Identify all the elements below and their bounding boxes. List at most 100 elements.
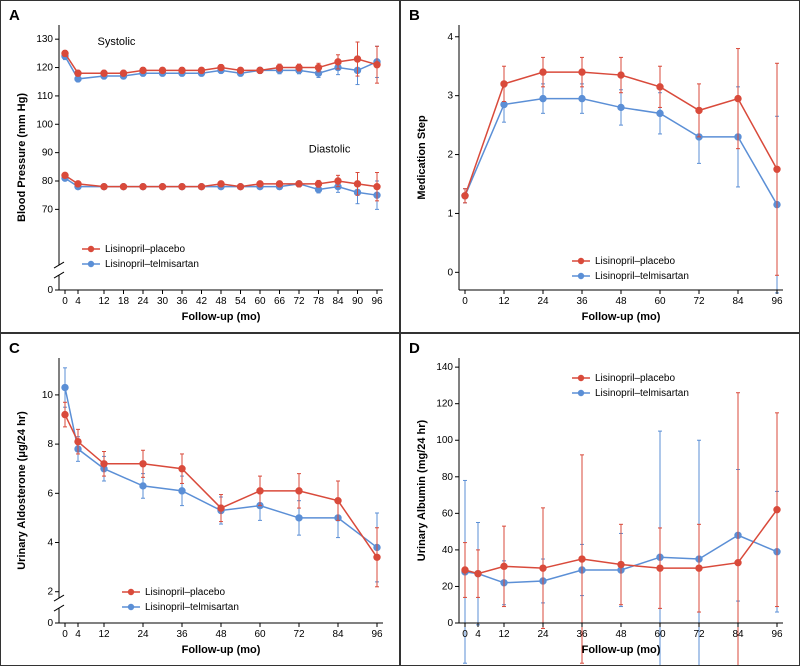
panel-C-chart: 0412243648607284960246810Follow-up (mo)U… (1, 334, 399, 665)
svg-text:60: 60 (654, 629, 666, 640)
svg-text:8: 8 (47, 439, 53, 450)
svg-text:90: 90 (352, 296, 364, 307)
panel-D-letter: D (409, 340, 420, 357)
panel-B-chart: 0122436486072849601234Follow-up (mo)Medi… (401, 1, 799, 332)
svg-text:Urinary Albumin (mg/24 hr): Urinary Albumin (mg/24 hr) (416, 419, 428, 561)
svg-text:72: 72 (293, 629, 305, 640)
svg-text:100: 100 (436, 435, 453, 446)
svg-text:0: 0 (462, 296, 468, 307)
svg-text:18: 18 (118, 296, 130, 307)
svg-text:4: 4 (47, 538, 53, 549)
svg-text:4: 4 (75, 296, 81, 307)
svg-text:0: 0 (447, 267, 453, 278)
panel-A: A 04121824303642485460667278849096070809… (0, 0, 400, 333)
svg-text:60: 60 (254, 629, 266, 640)
panel-B: B 0122436486072849601234Follow-up (mo)Me… (400, 0, 800, 333)
svg-text:0: 0 (47, 618, 53, 629)
svg-text:84: 84 (332, 629, 344, 640)
svg-text:Lisinopril–placebo: Lisinopril–placebo (595, 373, 675, 384)
panel-C-letter: C (9, 340, 20, 357)
svg-text:48: 48 (615, 296, 627, 307)
svg-text:96: 96 (771, 629, 783, 640)
svg-text:48: 48 (615, 629, 627, 640)
svg-text:36: 36 (176, 296, 188, 307)
svg-text:96: 96 (371, 629, 383, 640)
svg-text:2: 2 (47, 587, 53, 598)
svg-text:78: 78 (313, 296, 325, 307)
svg-text:84: 84 (732, 629, 744, 640)
svg-text:12: 12 (498, 629, 510, 640)
svg-text:12: 12 (498, 296, 510, 307)
svg-text:24: 24 (137, 296, 149, 307)
svg-text:4: 4 (475, 629, 481, 640)
svg-text:30: 30 (157, 296, 169, 307)
panel-D: D 041224364860728496020406080100120140Fo… (400, 333, 800, 666)
svg-text:70: 70 (42, 204, 54, 215)
svg-text:110: 110 (37, 91, 53, 102)
svg-text:Lisinopril–placebo: Lisinopril–placebo (145, 587, 225, 598)
svg-text:36: 36 (576, 629, 588, 640)
svg-text:48: 48 (215, 296, 227, 307)
panel-D-chart: 041224364860728496020406080100120140Foll… (401, 334, 799, 665)
svg-text:48: 48 (215, 629, 227, 640)
svg-text:84: 84 (332, 296, 344, 307)
svg-text:Lisinopril–telmisartan: Lisinopril–telmisartan (105, 259, 199, 270)
svg-text:80: 80 (442, 472, 454, 483)
panel-B-letter: B (409, 7, 420, 24)
svg-text:66: 66 (274, 296, 286, 307)
svg-text:60: 60 (442, 508, 454, 519)
svg-text:4: 4 (75, 629, 81, 640)
svg-text:54: 54 (235, 296, 247, 307)
svg-text:24: 24 (537, 296, 549, 307)
svg-text:Lisinopril–telmisartan: Lisinopril–telmisartan (595, 388, 689, 399)
svg-text:42: 42 (196, 296, 208, 307)
svg-text:60: 60 (254, 296, 266, 307)
panel-C: C 0412243648607284960246810Follow-up (mo… (0, 333, 400, 666)
svg-text:24: 24 (137, 629, 149, 640)
svg-text:Systolic: Systolic (98, 36, 136, 48)
svg-text:96: 96 (771, 296, 783, 307)
svg-text:140: 140 (436, 362, 453, 373)
svg-text:0: 0 (447, 618, 453, 629)
svg-text:72: 72 (693, 629, 705, 640)
svg-text:80: 80 (42, 176, 54, 187)
panel-A-letter: A (9, 7, 20, 24)
svg-text:Medication Step: Medication Step (416, 115, 428, 200)
svg-text:Follow-up (mo): Follow-up (mo) (182, 644, 261, 656)
svg-text:3: 3 (447, 91, 453, 102)
svg-text:24: 24 (537, 629, 549, 640)
svg-text:Blood Pressure (mm Hg): Blood Pressure (mm Hg) (16, 93, 28, 222)
svg-text:Diastolic: Diastolic (309, 144, 351, 156)
svg-text:20: 20 (442, 581, 454, 592)
svg-text:12: 12 (98, 296, 110, 307)
svg-text:90: 90 (42, 148, 54, 159)
svg-text:2: 2 (447, 150, 453, 161)
svg-text:Follow-up (mo): Follow-up (mo) (582, 644, 661, 656)
svg-text:Follow-up (mo): Follow-up (mo) (182, 311, 261, 323)
svg-text:0: 0 (462, 629, 468, 640)
svg-text:0: 0 (62, 296, 68, 307)
svg-text:Lisinopril–telmisartan: Lisinopril–telmisartan (145, 602, 239, 613)
svg-text:Follow-up (mo): Follow-up (mo) (582, 311, 661, 323)
svg-text:4: 4 (447, 32, 453, 43)
svg-text:0: 0 (47, 285, 53, 296)
svg-text:1: 1 (447, 208, 453, 219)
svg-text:60: 60 (654, 296, 666, 307)
svg-text:6: 6 (47, 488, 53, 499)
svg-text:100: 100 (36, 119, 53, 130)
svg-text:Lisinopril–placebo: Lisinopril–placebo (595, 256, 675, 267)
figure-grid: A 04121824303642485460667278849096070809… (0, 0, 800, 666)
panel-A-chart: 0412182430364248546066727884909607080901… (1, 1, 399, 332)
svg-text:Lisinopril–placebo: Lisinopril–placebo (105, 244, 185, 255)
svg-text:0: 0 (62, 629, 68, 640)
svg-text:Lisinopril–telmisartan: Lisinopril–telmisartan (595, 271, 689, 282)
svg-text:36: 36 (576, 296, 588, 307)
svg-text:Urinary Aldosterone (μg/24 hr): Urinary Aldosterone (μg/24 hr) (16, 411, 28, 570)
svg-text:72: 72 (693, 296, 705, 307)
svg-text:40: 40 (442, 545, 454, 556)
svg-text:36: 36 (176, 629, 188, 640)
svg-text:10: 10 (42, 390, 54, 401)
svg-text:120: 120 (36, 63, 53, 74)
svg-text:84: 84 (732, 296, 744, 307)
svg-text:130: 130 (36, 34, 53, 45)
